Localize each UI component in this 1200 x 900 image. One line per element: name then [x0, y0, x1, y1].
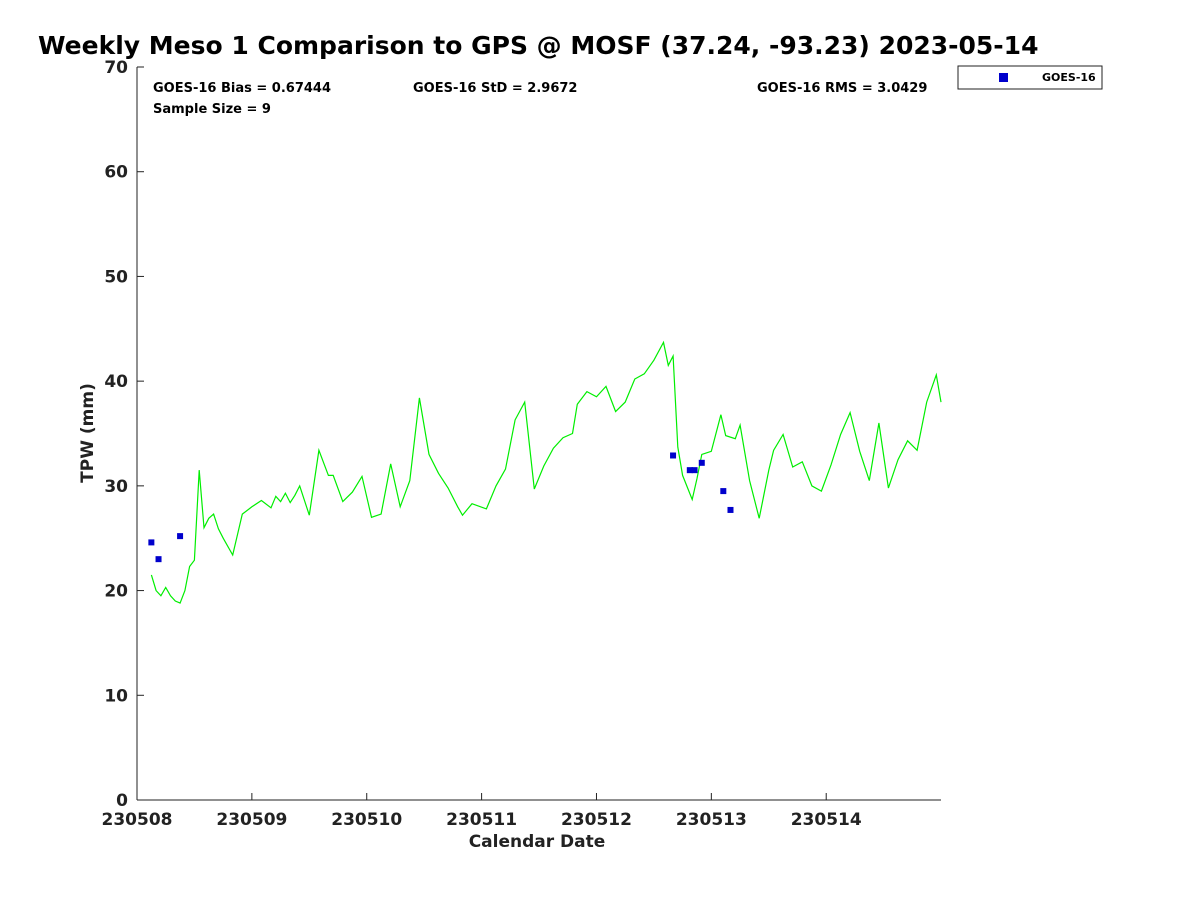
- goes-series: [148, 452, 734, 563]
- axes-background: [137, 67, 941, 800]
- goes-point: [720, 488, 727, 495]
- x-tick-label: 230511: [446, 810, 517, 830]
- legend-label-goes: GOES-16: [1042, 71, 1096, 84]
- bias-stat: GOES-16 Bias = 0.67444: [153, 81, 331, 96]
- y-tick-label: 60: [104, 163, 128, 183]
- goes-point: [686, 467, 693, 474]
- rms-stat: GOES-16 RMS = 3.0429: [757, 81, 927, 96]
- gps-series: [150, 340, 942, 604]
- x-tick-label: 230510: [331, 810, 402, 830]
- sample-size-stat: Sample Size = 9: [153, 102, 271, 117]
- goes-point: [148, 539, 155, 546]
- goes-point: [698, 459, 705, 466]
- goes-point: [177, 533, 184, 540]
- plot-area: 0 10 20 30 40 50 60 70 230508 230509 230510 230511…: [102, 58, 942, 830]
- y-tick-label: 10: [104, 686, 128, 706]
- y-tick-label: 30: [104, 477, 128, 497]
- x-tick-label: 230512: [561, 810, 632, 830]
- goes-point: [155, 556, 162, 563]
- x-tick-label: 230514: [791, 810, 862, 830]
- chart-title: Weekly Meso 1 Comparison to GPS @ MOSF (…: [38, 31, 1038, 60]
- x-tick-label: 230508: [102, 810, 173, 830]
- y-axis-label: TPW (mm): [78, 383, 98, 483]
- legend-box: [957, 65, 1103, 90]
- x-axis-ticks: 230508 230509 230510 230511 230512 230513 2305…: [102, 793, 862, 830]
- gps-line: [150, 340, 942, 604]
- goes-point: [670, 452, 677, 459]
- legend-marker-goes: [999, 73, 1008, 82]
- y-tick-label: 0: [116, 791, 128, 811]
- legend: GOES-16: [957, 65, 1103, 90]
- x-tick-label: 230509: [216, 810, 287, 830]
- y-tick-label: 70: [104, 58, 128, 78]
- x-tick-label: 230513: [676, 810, 747, 830]
- x-axis-label: Calendar Date: [469, 832, 606, 852]
- y-tick-label: 50: [104, 267, 128, 287]
- goes-point: [727, 506, 734, 513]
- y-tick-label: 40: [104, 372, 128, 392]
- y-axis-ticks: 0 10 20 30 40 50 60 70: [104, 58, 144, 811]
- goes-point: [691, 467, 698, 474]
- std-stat: GOES-16 StD = 2.9672: [413, 81, 577, 96]
- y-tick-label: 20: [104, 582, 128, 602]
